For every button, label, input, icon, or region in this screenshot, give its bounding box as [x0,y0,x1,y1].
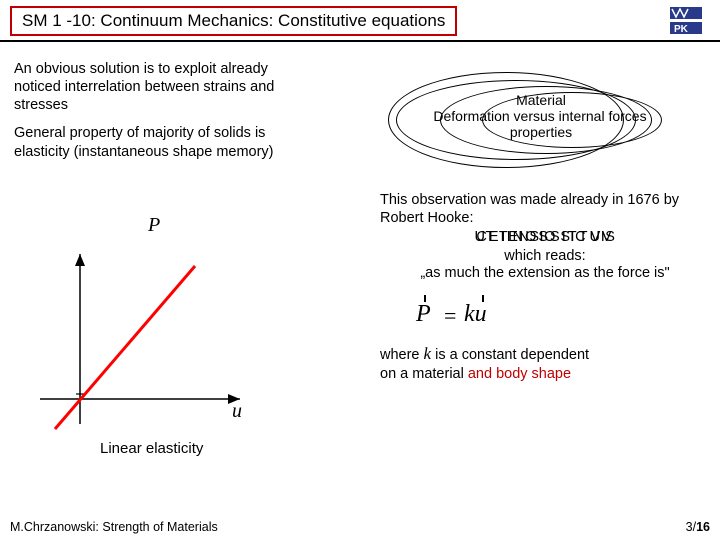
k-variable: k [424,344,432,363]
axis-label-p: P [148,214,160,237]
footer-author: M.Chrzanowski: Strength of Materials [10,520,218,534]
formula-eq: = [444,303,456,329]
chart-caption: Linear elasticity [100,440,203,457]
k-text-body-shape: and body shape [468,366,571,382]
right-column: Material Deformation versus internal for… [380,62,710,384]
formula-rhs: ku [464,301,487,328]
intro-paragraph-1: An obvious solution is to exploit alread… [14,60,314,114]
k-text-1: where [380,347,424,363]
slide-content: An obvious solution is to exploit alread… [0,42,720,492]
diagram-text-overlap: Deformation versus internal forces [360,108,720,125]
diagram-text-properties: properties [386,124,696,141]
hooke-anagram: CEIINOSSITTUV UT TENSIO SIC VIS [380,229,710,247]
k-text-2: is a constant dependent [431,347,589,363]
hooke-observation: This observation was made already in 167… [380,191,710,227]
page-total: 16 [696,520,710,534]
linear-elasticity-chart [40,254,250,444]
institution-logo-icon: PK [668,6,704,36]
material-properties-diagram: Material Deformation versus internal for… [386,62,696,177]
k-text-3: on a material [380,366,468,382]
diagram-text-material: Material [386,92,696,109]
svg-text:PK: PK [674,24,689,35]
page-current: 3 [686,520,693,534]
anagram-layer-2: UT TENSIO SIC VIS [380,229,710,245]
axis-label-u: u [232,400,242,423]
diagram-text-deformation: Deformation versus internal forces [433,108,646,124]
slide-title: SM 1 -10: Continuum Mechanics: Constitut… [22,11,445,30]
translation-text: „as much the extension as the force is" [380,265,710,281]
formula-lhs: P [416,301,431,328]
k-explanation: where k is a constant dependent on a mat… [380,343,710,384]
which-reads: which reads: [380,248,710,264]
intro-paragraph-2: General property of majority of solids i… [14,124,314,160]
slide-header: SM 1 -10: Continuum Mechanics: Constitut… [0,0,720,36]
footer-page: 3/16 [686,520,710,534]
hooke-formula: P = ku [416,295,710,335]
slide-footer: M.Chrzanowski: Strength of Materials 3/1… [10,520,710,534]
slide-title-box: SM 1 -10: Continuum Mechanics: Constitut… [10,6,457,36]
